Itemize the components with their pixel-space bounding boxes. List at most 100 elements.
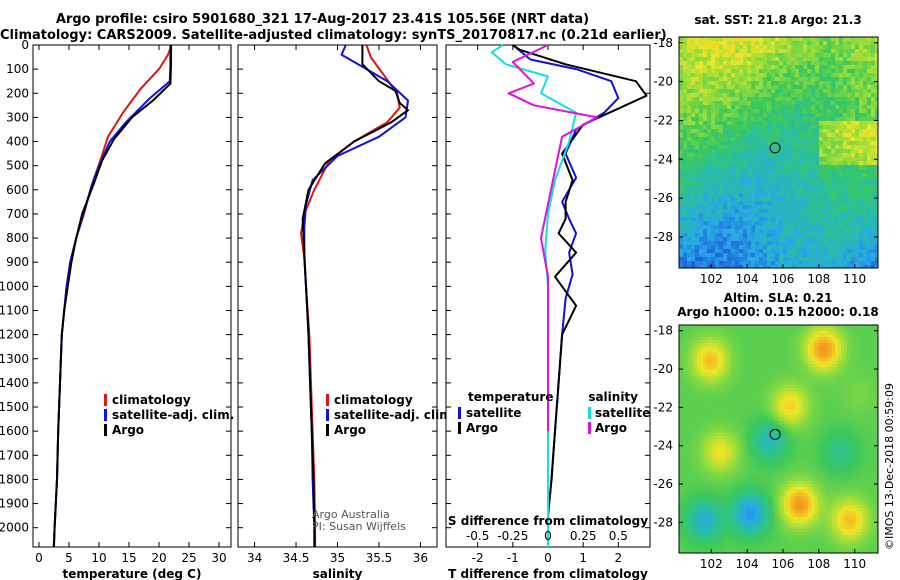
x-tick-label: 108: [807, 557, 830, 571]
annotation-text: PI: Susan Wijffels: [312, 520, 406, 533]
y-tick-label: -20: [653, 75, 673, 89]
x-tick-label: 1: [579, 551, 587, 565]
series-line: [512, 44, 648, 547]
legend-swatch: [326, 394, 329, 406]
y-tick-label: 1300: [0, 352, 29, 366]
x2-tick-label: 0.5: [609, 529, 628, 543]
legend-label: Argo: [112, 423, 144, 437]
sla-map-panel: 102 104 106 108 110 -18 -20 -22 -24 -26 -28 Altim. …: [653, 291, 878, 571]
x-tick-label: 34: [247, 551, 262, 565]
legend-label: Argo: [466, 421, 498, 435]
credit-text: ©IMOS 13-Dec-2018 00:59:09: [883, 383, 896, 550]
legend-label: satellite: [595, 406, 650, 420]
legend-label: satellite-adj. clim.: [334, 408, 456, 422]
x-tick-label: 30: [211, 551, 226, 565]
x-tick-label: 5: [65, 551, 73, 565]
x2-tick-label: -0.25: [497, 529, 528, 543]
y-tick-label: -18: [653, 36, 673, 50]
y-tick-label: 400: [6, 135, 29, 149]
x-tick-label: 15: [121, 551, 136, 565]
y-tick-label: 1900: [0, 497, 29, 511]
map-title: sat. SST: 21.8 Argo: 21.3: [694, 13, 861, 27]
x2-tick-label: 0: [544, 529, 552, 543]
map-subtitle: Argo h1000: 0.15 h2000: 0.18: [677, 305, 878, 319]
plot-frame: [237, 44, 438, 548]
x2-tick-label: 0.25: [570, 529, 597, 543]
annotation-text: Argo Australia: [312, 508, 390, 521]
map-frame: [678, 36, 879, 269]
map-frame: [678, 324, 879, 554]
difference-panel: -2 -1 0 1 2 T difference from climatology -0.5…: [445, 44, 651, 580]
x-tick-label: 110: [843, 557, 866, 571]
y-tick-label: 200: [6, 86, 29, 100]
x-tick-label: 35.5: [366, 551, 393, 565]
series-line: [53, 45, 172, 548]
legend-label: satellite: [466, 406, 521, 420]
y-tick-label: -28: [653, 515, 673, 529]
y-tick-label: 1200: [0, 328, 29, 342]
x-tick-label: -2: [472, 551, 484, 565]
y-tick-label: 1000: [0, 279, 29, 293]
argo-position-marker: [769, 428, 781, 440]
y-tick-label: -26: [653, 477, 673, 491]
y-tick-label: 1700: [0, 448, 29, 462]
x-tick-label: 2: [615, 551, 623, 565]
legend-label: climatology: [334, 393, 413, 407]
y-tick-label: 1500: [0, 400, 29, 414]
y-tick-label: 900: [6, 255, 29, 269]
y-tick-label: 700: [6, 207, 29, 221]
series-line: [490, 44, 578, 547]
x2-tick-label: -0.5: [466, 529, 489, 543]
legend-swatch: [458, 407, 461, 419]
legend-swatch: [326, 424, 329, 436]
legend-swatch: [458, 422, 461, 434]
legend-swatch: [104, 394, 107, 406]
y-tick-label: -24: [653, 439, 673, 453]
y-tick-label: 1400: [0, 376, 29, 390]
x2-axis-label: S difference from climatology: [448, 514, 648, 528]
x-tick-label: 104: [736, 557, 759, 571]
x-tick-label: 20: [151, 551, 166, 565]
legend-label: climatology: [112, 393, 191, 407]
x-tick-label: 34.5: [283, 551, 310, 565]
x-tick-label: 108: [807, 272, 830, 286]
x-axis-label: salinity: [313, 567, 363, 580]
x-tick-label: 25: [181, 551, 196, 565]
y-tick-label: 1600: [0, 424, 29, 438]
x-tick-label: 0: [35, 551, 43, 565]
y-tick-label: 500: [6, 159, 29, 173]
series-line: [301, 45, 409, 547]
salinity-panel: 34 34.5 35 35.5 36 salinity climatologysatelli…: [237, 44, 456, 580]
y-tick-label: 0: [21, 38, 29, 52]
y-tick-label: -20: [653, 362, 673, 376]
figure-title-line-2: Climatology: CARS2009. Satellite-adjuste…: [0, 28, 667, 43]
map-title: Altim. SLA: 0.21: [724, 291, 833, 305]
legend-swatch: [326, 409, 329, 421]
x-tick-label: 35: [330, 551, 345, 565]
argo-position-marker: [769, 142, 781, 154]
legend-title: salinity: [588, 390, 638, 404]
x-tick-label: 106: [772, 557, 795, 571]
legend-swatch: [104, 409, 107, 421]
x-axis-label: T difference from climatology: [448, 567, 648, 580]
y-tick-label: -22: [653, 113, 673, 127]
y-tick-label: -22: [653, 400, 673, 414]
y-tick-label: -18: [653, 324, 673, 338]
x-tick-label: 110: [843, 272, 866, 286]
series-line: [507, 44, 599, 432]
legend-label: Argo: [595, 421, 627, 435]
legend-swatch: [588, 422, 591, 434]
y-tick-label: -24: [653, 152, 673, 166]
temperature-panel: 0100200300400500600700800900100011001200…: [0, 38, 234, 580]
map-cells: [679, 37, 879, 269]
y-tick-label: 800: [6, 231, 29, 245]
x-tick-label: 102: [700, 557, 723, 571]
legend-label: satellite-adj. clim.: [112, 408, 234, 422]
legend-title: temperature: [468, 390, 553, 404]
figure-title-line-1: Argo profile: csiro 5901680_321 17-Aug-2…: [55, 12, 590, 27]
legend-swatch: [588, 407, 591, 419]
x-tick-label: -1: [507, 551, 519, 565]
legend-swatch: [104, 424, 107, 436]
sst-map-panel: 102 104 106 108 110 -18 -20 -22 -24 -26 -28 sat. SS…: [653, 13, 879, 286]
